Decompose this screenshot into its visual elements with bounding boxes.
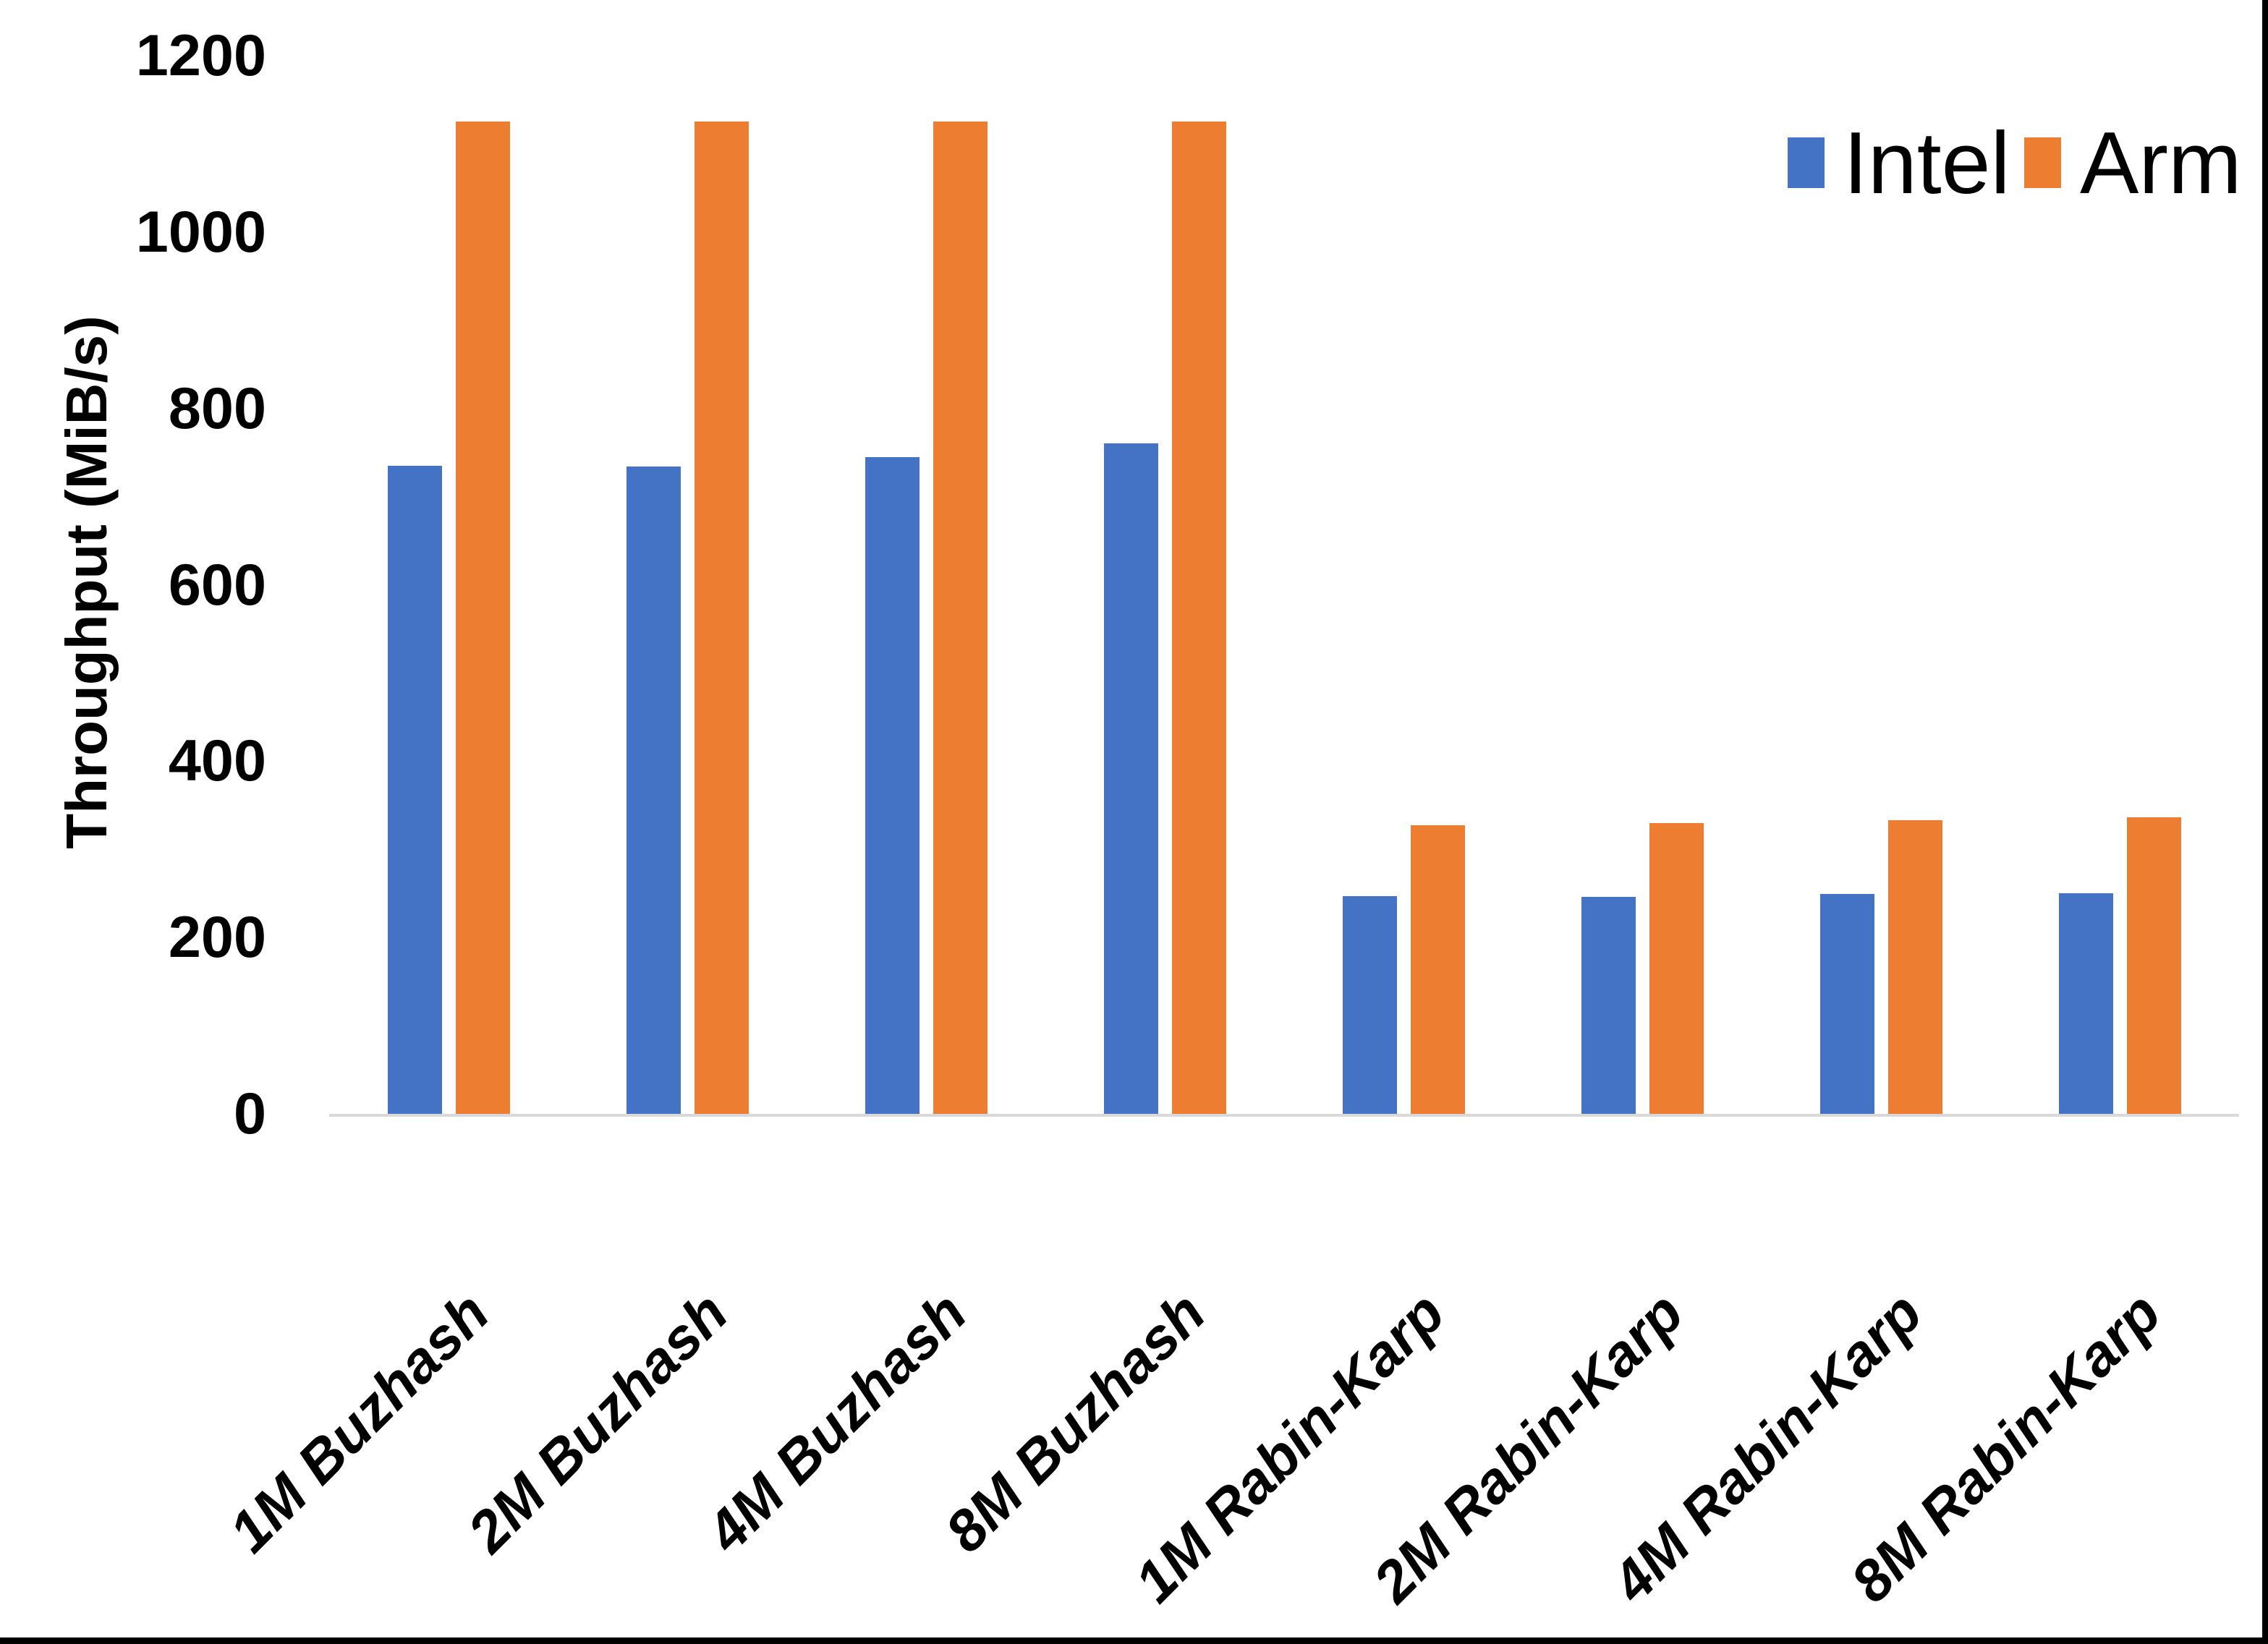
screenshot-right-border [2262, 0, 2268, 1644]
bar-intel-1m-buzhash [387, 465, 442, 1114]
legend-swatch-arm [2024, 137, 2061, 188]
bar-intel-8m-rabin-karp [2058, 893, 2113, 1114]
y-tick-600: 600 [168, 552, 266, 618]
legend-item-arm: Arm [2024, 119, 2242, 207]
bar-arm-4m-buzhash [933, 122, 988, 1114]
y-tick-800: 800 [168, 375, 266, 441]
y-axis-title: Throughput (MiB/s) [54, 315, 119, 849]
y-tick-0: 0 [233, 1081, 266, 1146]
legend-item-intel: Intel [1788, 119, 2010, 207]
bar-arm-4m-rabin-karp [1887, 820, 1942, 1114]
y-tick-200: 200 [168, 905, 266, 971]
bar-arm-2m-buzhash [694, 122, 749, 1114]
bar-arm-8m-rabin-karp [2126, 817, 2181, 1114]
y-tick-1200: 1200 [135, 23, 266, 88]
legend-label-intel: Intel [1843, 114, 2010, 212]
bar-intel-1m-rabin-karp [1342, 895, 1397, 1114]
screenshot-bottom-border [0, 1637, 2268, 1644]
bar-intel-4m-rabin-karp [1819, 894, 1874, 1114]
bar-intel-2m-rabin-karp [1581, 897, 1636, 1114]
bar-arm-1m-rabin-karp [1410, 825, 1465, 1114]
bar-arm-1m-buzhash [455, 122, 510, 1114]
bar-arm-2m-rabin-karp [1649, 822, 1704, 1114]
legend-label-arm: Arm [2080, 114, 2242, 212]
y-tick-400: 400 [168, 728, 266, 794]
bar-intel-2m-buzhash [626, 467, 681, 1114]
x-axis-line [329, 1114, 2239, 1117]
bar-intel-4m-buzhash [865, 456, 919, 1114]
y-tick-1000: 1000 [135, 199, 266, 265]
bar-intel-8m-buzhash [1103, 443, 1158, 1114]
legend-swatch-intel [1788, 137, 1825, 188]
bar-arm-8m-buzhash [1171, 122, 1226, 1114]
